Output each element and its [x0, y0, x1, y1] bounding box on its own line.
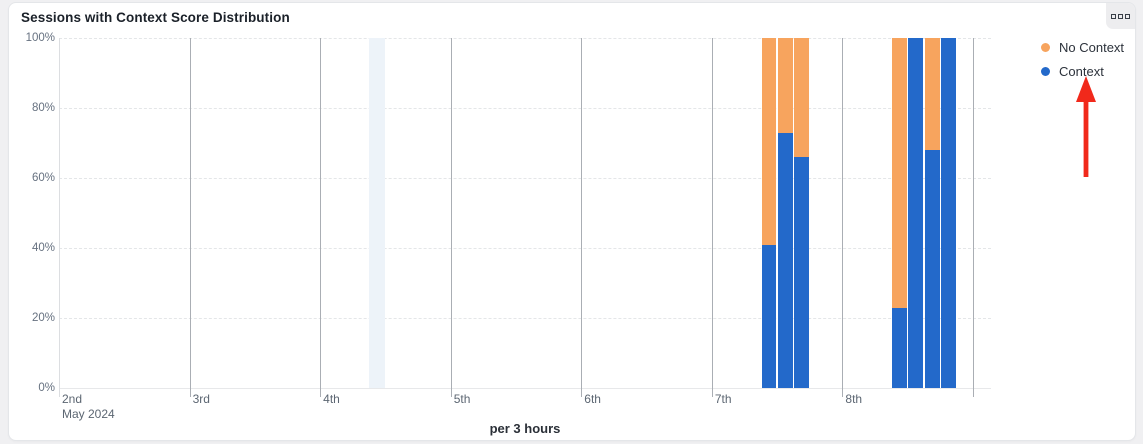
- stacked-bar[interactable]: [794, 38, 810, 388]
- bar-segment-context[interactable]: [794, 157, 810, 388]
- stacked-bar[interactable]: [761, 38, 777, 388]
- bar-segment-context[interactable]: [761, 244, 777, 388]
- legend-label: No Context: [1059, 40, 1125, 55]
- bar-segment-context[interactable]: [892, 307, 907, 388]
- x-axis-tick-label: 5th: [453, 392, 471, 406]
- more-options-icon: [1125, 13, 1130, 19]
- x-gridline: [842, 38, 844, 397]
- legend-item-no-context[interactable]: No Context: [1041, 40, 1124, 55]
- bar-segment-no-context[interactable]: [924, 38, 940, 150]
- bar-segment-no-context[interactable]: [892, 38, 907, 308]
- stacked-bar[interactable]: [924, 38, 940, 388]
- highlight-band: [369, 38, 386, 388]
- x-axis-tick-label: 4th: [323, 392, 340, 406]
- bar-segment-context[interactable]: [777, 132, 793, 388]
- y-gridline: [59, 108, 991, 109]
- bar-segment-context[interactable]: [941, 38, 956, 388]
- y-axis-tick-label: 60%: [31, 172, 55, 184]
- x-axis-tick-label: 6th: [584, 392, 601, 406]
- bar-segment-context[interactable]: [908, 38, 924, 388]
- x-gridline: [450, 38, 452, 397]
- x-gridline: [973, 38, 974, 397]
- bar-segment-context[interactable]: [924, 150, 940, 388]
- y-axis-tick-label: 100%: [25, 32, 55, 44]
- chart-card: Sessions with Context Score Distribution…: [8, 2, 1136, 441]
- y-gridline: [59, 38, 991, 39]
- y-axis-tick-label: 0%: [38, 382, 55, 394]
- y-gridline: [59, 388, 991, 389]
- y-gridline: [59, 248, 991, 249]
- x-axis-tick-label: 3rd: [192, 392, 210, 406]
- x-axis-month-label: May 2024: [62, 407, 115, 421]
- y-axis-line: [59, 38, 60, 397]
- more-options-button[interactable]: [1106, 3, 1135, 29]
- y-gridline: [59, 318, 991, 319]
- x-axis-tick-label: 8th: [845, 392, 863, 406]
- legend-dot-icon: [1041, 67, 1050, 76]
- x-gridline: [711, 38, 713, 397]
- stacked-bar[interactable]: [941, 38, 956, 388]
- y-gridline: [59, 178, 991, 179]
- x-gridline: [320, 38, 322, 397]
- chart-title: Sessions with Context Score Distribution: [21, 10, 290, 25]
- x-gridline: [189, 38, 191, 397]
- bar-segment-no-context[interactable]: [777, 38, 793, 133]
- legend: No Context Context: [1041, 40, 1124, 79]
- stacked-bar[interactable]: [892, 38, 907, 388]
- legend-dot-icon: [1041, 43, 1050, 52]
- x-axis-title: per 3 hours: [489, 421, 561, 436]
- y-axis-tick-label: 80%: [31, 102, 55, 114]
- more-options-icon: [1111, 13, 1116, 19]
- x-axis-tick-label: 2nd May 2024: [62, 392, 115, 421]
- more-options-icon: [1118, 13, 1123, 19]
- annotation-arrow: [1076, 76, 1096, 177]
- x-gridline: [581, 38, 583, 397]
- stacked-bar[interactable]: [908, 38, 924, 388]
- bar-segment-no-context[interactable]: [761, 38, 777, 245]
- legend-item-context[interactable]: Context: [1041, 64, 1124, 79]
- plot-area: 0% 20% 40% 60% 80% 100% 2nd May 2024 3rd 4th 5th 6t…: [26, 32, 991, 421]
- x-axis-tick-label: 7th: [714, 392, 732, 406]
- y-axis-tick-label: 20%: [31, 312, 55, 324]
- bar-segment-no-context[interactable]: [794, 38, 810, 157]
- legend-label: Context: [1059, 64, 1104, 79]
- stacked-bar[interactable]: [777, 38, 793, 388]
- y-axis-tick-label: 40%: [31, 242, 55, 254]
